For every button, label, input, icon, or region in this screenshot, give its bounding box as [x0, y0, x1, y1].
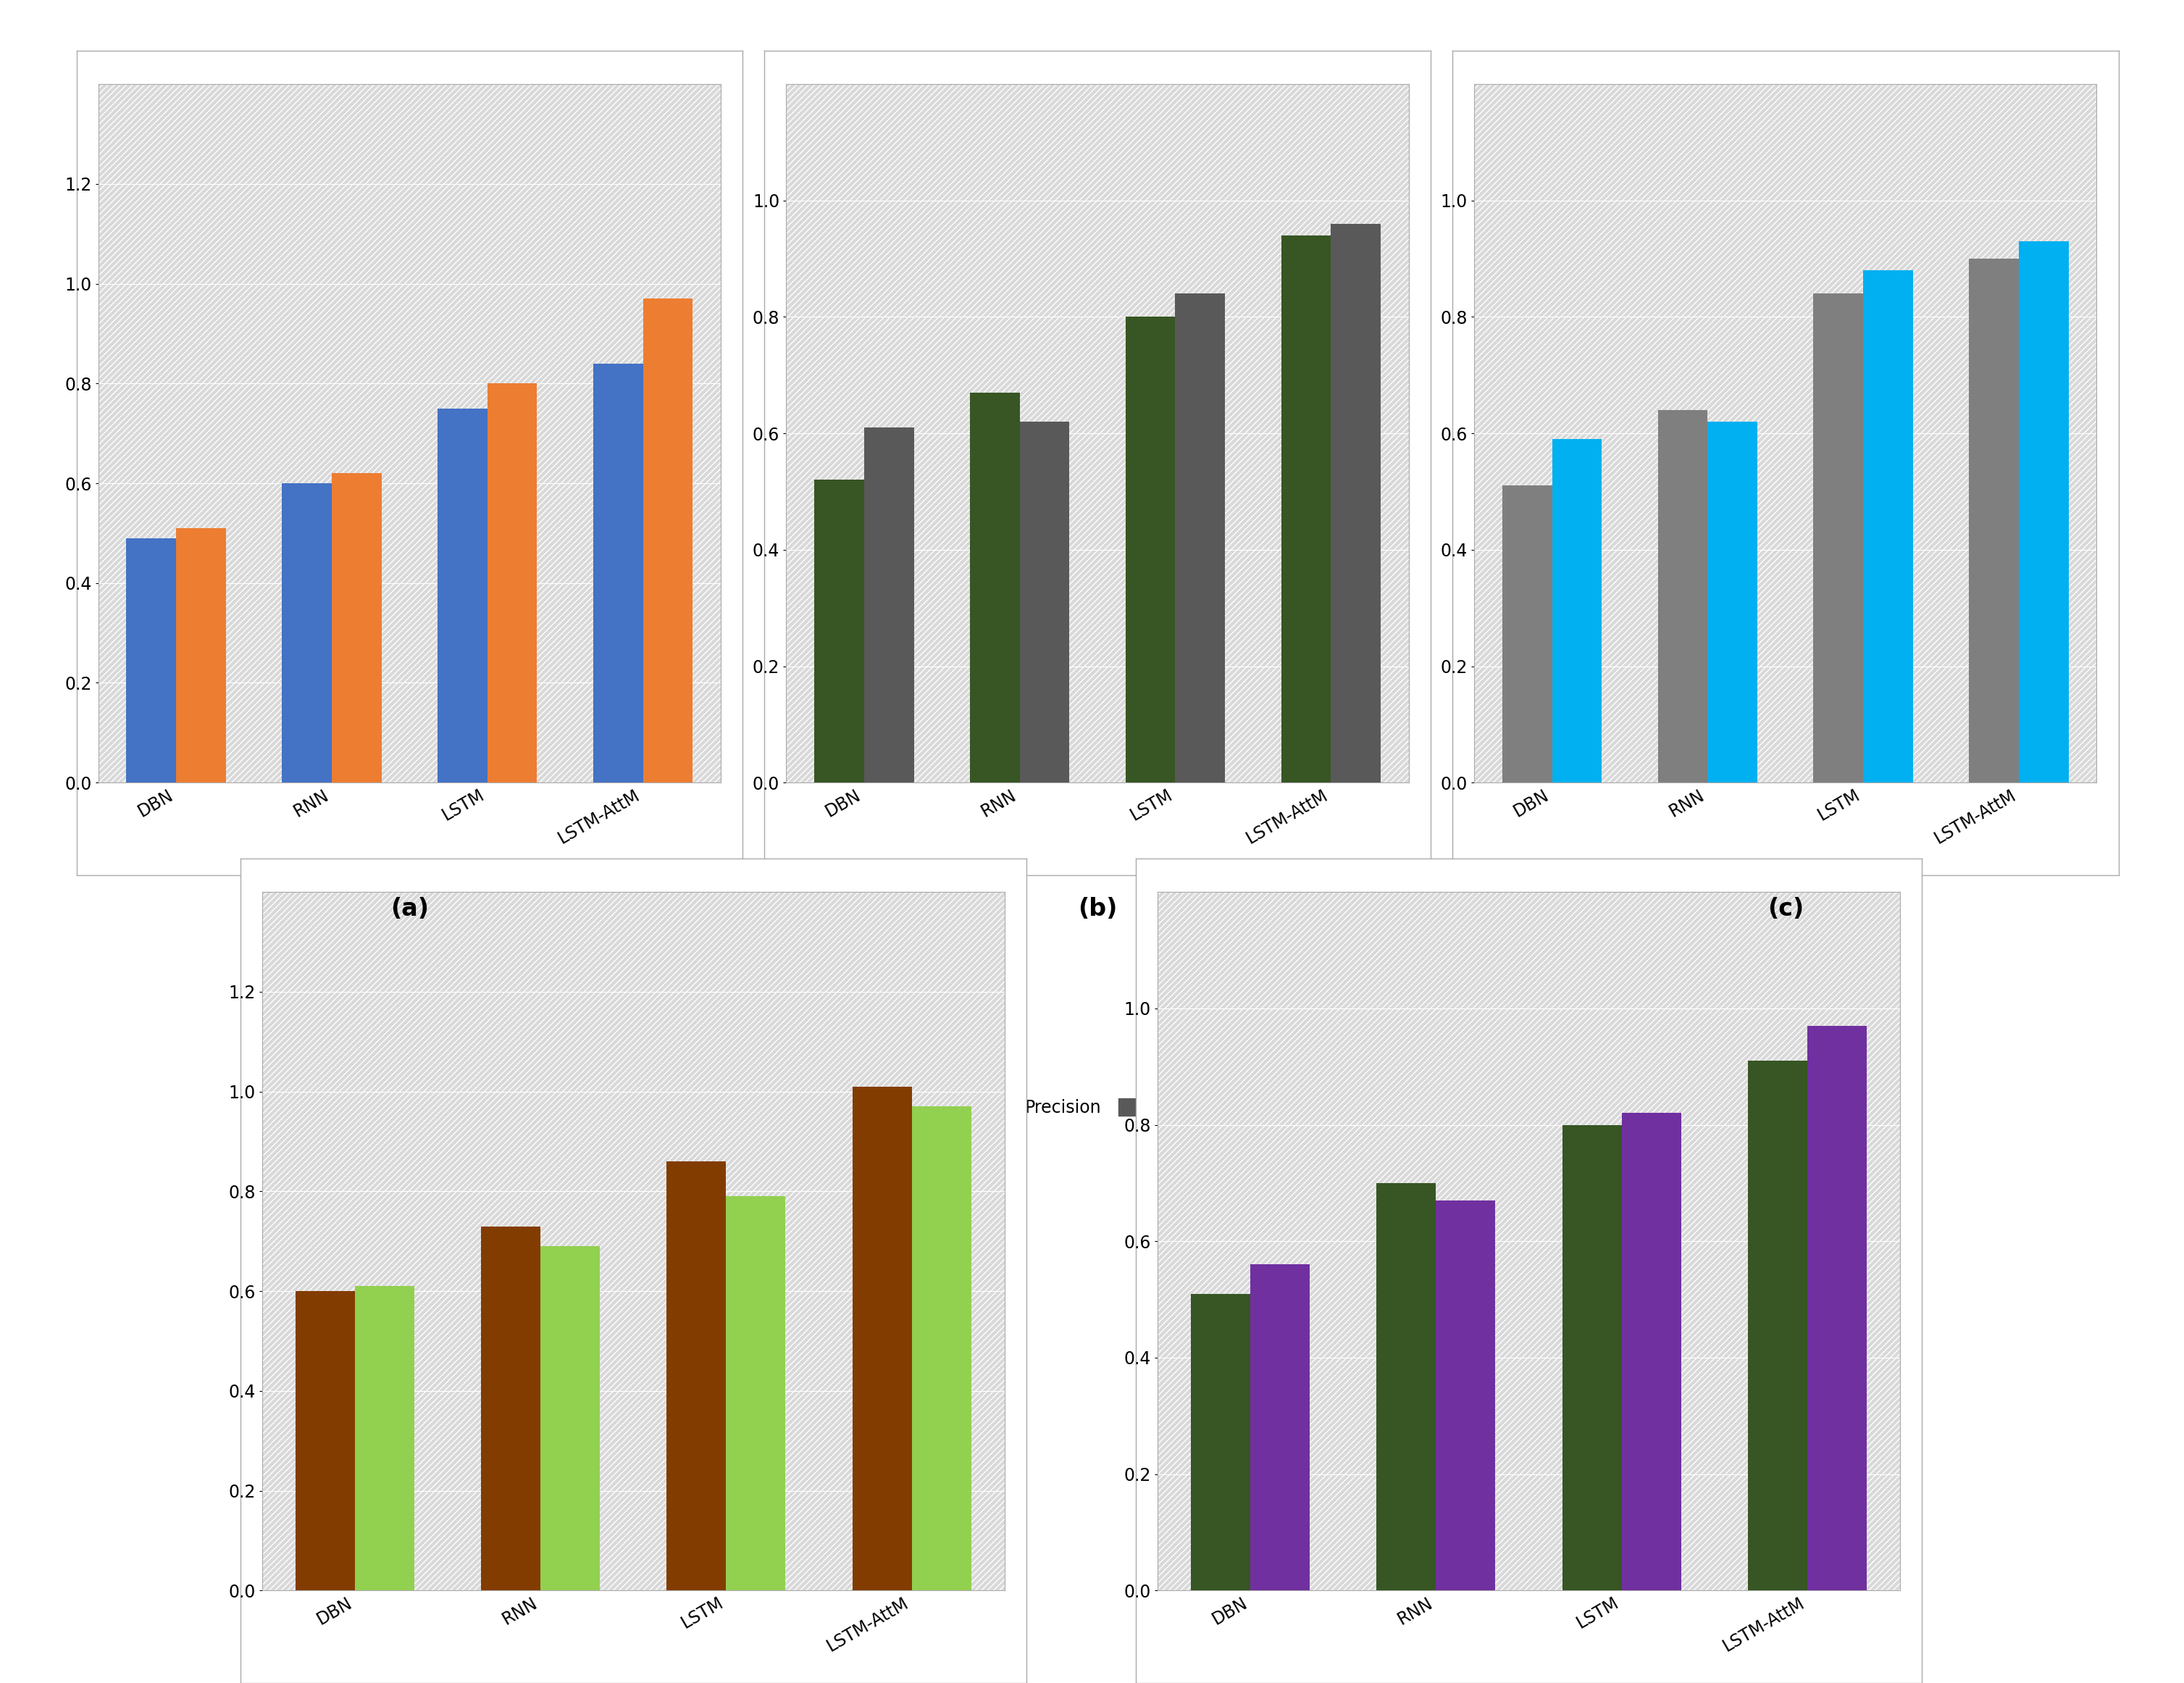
Bar [1970, 259, 2018, 783]
Bar [1020, 422, 1070, 783]
Legend: Precision, Recall: Precision, Recall [1666, 1091, 1904, 1123]
Bar [177, 528, 225, 783]
Text: (a): (a) [391, 897, 428, 921]
Bar [1330, 224, 1380, 783]
Bar [725, 1197, 786, 1590]
Bar [970, 392, 1020, 783]
Text: (c): (c) [1767, 897, 1804, 921]
Bar [487, 384, 537, 783]
Bar [542, 1245, 601, 1590]
Bar [852, 1087, 913, 1590]
Legend: Precision, Recall: Precision, Recall [978, 1091, 1216, 1123]
Bar [1562, 1124, 1621, 1590]
Bar [1282, 236, 1330, 783]
Bar [354, 1286, 415, 1590]
Bar [480, 1227, 542, 1590]
Bar [1175, 293, 1225, 783]
Bar [127, 539, 177, 783]
Bar [913, 1106, 972, 1590]
Bar [1808, 1027, 1867, 1590]
Bar [815, 480, 865, 783]
Bar [642, 298, 692, 783]
Bar [2018, 241, 2068, 783]
Bar [1813, 293, 1863, 783]
Bar [1553, 439, 1601, 783]
Bar [282, 483, 332, 783]
Bar [1621, 1112, 1682, 1590]
Bar [1863, 271, 1913, 783]
Legend: Precision, Recall: Precision, Recall [290, 1091, 529, 1123]
Bar [865, 427, 913, 783]
Bar [594, 364, 642, 783]
Bar [1437, 1200, 1496, 1590]
Bar [1125, 316, 1175, 783]
Bar [1658, 411, 1708, 783]
Bar [1376, 1183, 1437, 1590]
Bar [1708, 422, 1758, 783]
Bar [332, 473, 382, 783]
Bar [1503, 486, 1553, 783]
Bar [666, 1161, 725, 1590]
Bar [437, 409, 487, 783]
Bar [1190, 1294, 1249, 1590]
Bar [295, 1291, 354, 1590]
Text: (b): (b) [1077, 897, 1118, 921]
Bar [1249, 1264, 1310, 1590]
Bar [1747, 1060, 1808, 1590]
